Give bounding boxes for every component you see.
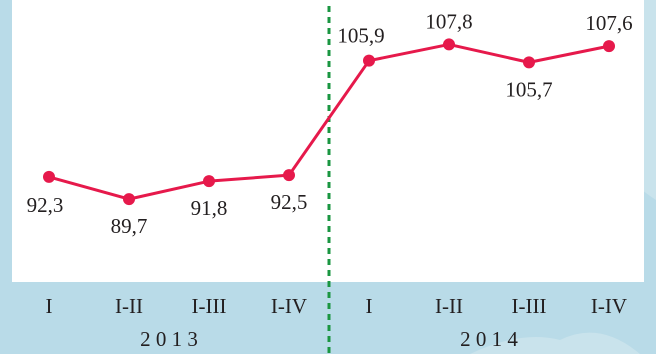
x-tick-label: I-II [435,294,463,318]
data-point-marker [363,54,375,67]
data-value-label: 107,8 [425,9,472,33]
data-point-marker [283,169,295,182]
year-group-label: 2 0 1 4 [460,327,518,351]
x-tick-label: I-III [512,294,547,318]
data-point-marker [443,38,455,51]
data-value-label: 105,9 [337,24,384,48]
data-value-label: 105,7 [505,77,552,101]
data-value-label: 107,6 [585,11,632,35]
data-value-label: 89,7 [111,214,148,238]
x-tick-label: I [46,294,53,318]
x-tick-label: I-IV [591,294,627,318]
x-tick-label: I-IV [271,294,307,318]
x-tick-label: I-II [115,294,143,318]
x-tick-label: I [366,294,373,318]
x-tick-label: I-III [192,294,227,318]
data-point-marker [203,175,215,188]
data-value-label: 91,8 [191,196,228,220]
data-point-marker [523,56,535,69]
data-value-label: 92,3 [27,193,64,217]
data-point-marker [123,193,135,206]
data-value-label: 92,5 [271,190,308,214]
decorative-map-shape-bottom [470,332,640,354]
data-point-marker [603,40,615,53]
series-line [48,42,610,201]
data-point-marker [43,170,55,183]
year-group-label: 2 0 1 3 [140,327,198,351]
